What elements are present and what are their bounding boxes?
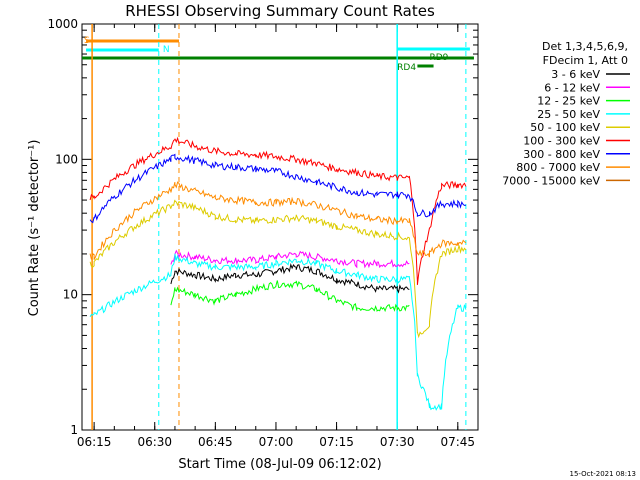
series-line — [89, 136, 467, 285]
x-tick-label: 06:45 — [198, 435, 233, 449]
chart-title: RHESSI Observing Summary Count Rates — [125, 2, 435, 20]
legend-label: 50 - 100 keV — [530, 121, 600, 134]
plot-frame — [81, 23, 479, 431]
series-line — [89, 153, 466, 224]
annotation-label: N — [163, 45, 170, 55]
series-line — [170, 280, 410, 313]
legend-label: 12 - 25 keV — [537, 95, 600, 108]
legend-label: 3 - 6 keV — [551, 68, 600, 81]
legend-label: 100 - 300 keV — [523, 135, 600, 148]
legend-header-line-2: FDecim 1, Att 0 — [543, 54, 628, 67]
y-tick-label: 10 — [63, 288, 78, 302]
legend-label: 300 - 800 keV — [523, 148, 600, 161]
series-line — [170, 249, 410, 269]
x-tick-label: 07:15 — [319, 435, 354, 449]
x-tick-label: 06:15 — [77, 435, 112, 449]
x-tick-label: 06:30 — [137, 435, 172, 449]
y-tick-label: 100 — [55, 152, 78, 166]
y-tick-label: 1000 — [47, 17, 78, 31]
legend-label: 25 - 50 keV — [537, 108, 600, 121]
x-tick-label: 07:00 — [259, 435, 294, 449]
series-line — [89, 253, 467, 411]
legend-label: 6 - 12 keV — [544, 81, 600, 94]
series-line — [170, 262, 410, 294]
y-tick-label: 1 — [70, 423, 78, 437]
annotation-label: S — [84, 36, 90, 46]
x-axis-label: Start Time (08-Jul-09 06:12:02) — [178, 457, 381, 472]
footer-timestamp: 15-Oct-2021 08:13 — [570, 470, 636, 478]
annotation-label: RD9 — [430, 53, 449, 63]
series-line — [89, 181, 467, 260]
plot-layer: 06:15 06:30 06:45 07:00 07:15 07:30 07:45 1 10 10… — [47, 17, 630, 449]
legend-label: 7000 - 15000 keV — [502, 174, 600, 187]
annotation-label: RD4 — [397, 63, 416, 73]
y-axis-label: Count Rate (s⁻¹ detector⁻¹) — [27, 140, 42, 317]
legend-header-line-1: Det 1,3,4,5,6,9, — [542, 40, 628, 53]
legend-label: 800 - 7000 keV — [516, 161, 600, 174]
x-tick-label: 07:45 — [440, 435, 475, 449]
series-line — [89, 199, 467, 339]
x-tick-label: 07:30 — [380, 435, 415, 449]
